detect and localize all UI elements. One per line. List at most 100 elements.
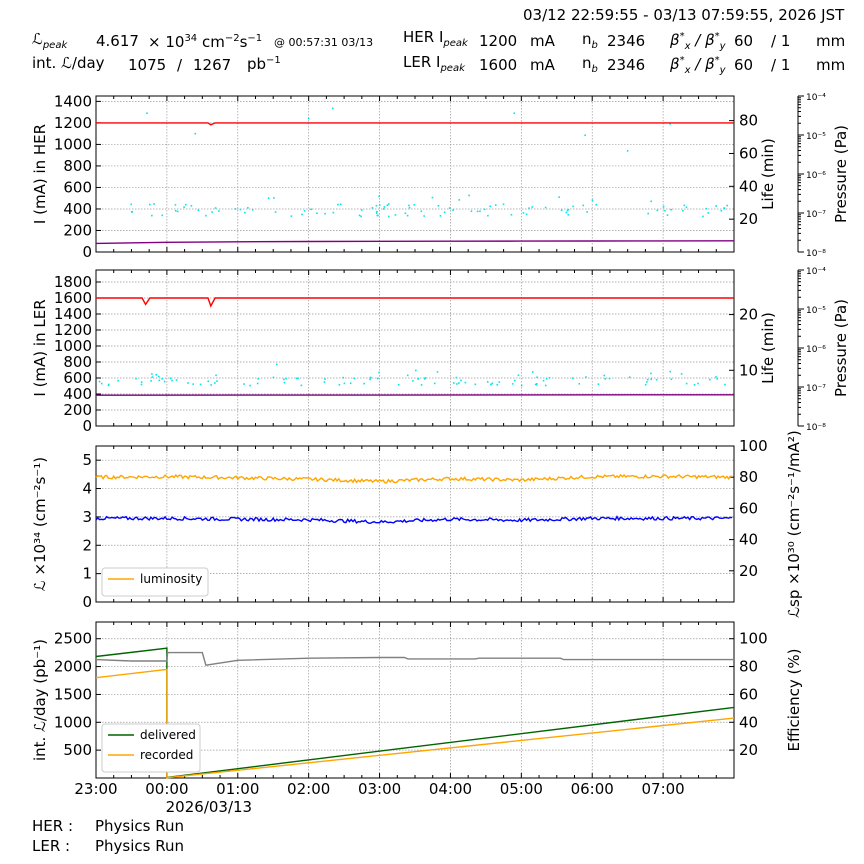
y2-tick-label: 40 [739, 531, 758, 549]
scatter-point [272, 376, 275, 379]
y2-tick-label: 100 [739, 630, 768, 648]
scatter-point [534, 383, 537, 386]
scatter-point [155, 374, 158, 376]
scatter-point [205, 214, 207, 217]
her-beta-label: β*x / β*y [670, 31, 726, 52]
scatter-point [388, 215, 390, 218]
scatter-point [423, 215, 425, 217]
scatter-point [646, 378, 649, 381]
scatter-point [194, 132, 197, 135]
scatter-point [283, 381, 286, 384]
y-tick-label: 0 [82, 243, 92, 261]
scatter-point [417, 377, 419, 380]
her-beta-y: / 1 [771, 32, 791, 50]
scatter-point [358, 214, 361, 217]
scatter-point [458, 199, 461, 201]
scatter-point [274, 211, 277, 213]
scatter-point [436, 371, 439, 373]
scatter-point [376, 210, 378, 213]
series-line-efficiency [95, 651, 734, 666]
scatter-point [662, 205, 665, 208]
scatter-point [363, 382, 365, 385]
scatter-point [452, 382, 455, 384]
lpeak-unit: × 1034 cm−2s−1 [148, 33, 263, 51]
scatter-point [723, 207, 726, 209]
scatter-point [199, 383, 202, 386]
scatter-point [387, 203, 390, 205]
y3-tick-label: 10⁻⁴ [806, 93, 826, 103]
scatter-point [460, 379, 462, 382]
legend-entry: recorded [140, 748, 193, 762]
scatter-point [214, 207, 217, 209]
y-tick-label: 1000 [54, 135, 92, 153]
scatter-point [572, 377, 574, 380]
scatter-point [715, 376, 717, 378]
panel-lumi: 0 1 2 3 4 5 20 40 60 80 100 ℒ ×10³⁴ (cm⁻²s⁻¹) ℒsp ×1… [31, 430, 803, 618]
scatter-point [496, 383, 499, 386]
scatter-point [669, 123, 671, 125]
scatter-point [295, 377, 298, 380]
scatter-point [705, 207, 708, 210]
series-line-luminosity [95, 473, 733, 484]
scatter-point [650, 200, 652, 203]
her-beta-x: 60 [734, 32, 754, 50]
panel-intl: 500 1000 1500 2000 2500 20 40 60 80 100 int. ℒ/day… [31, 621, 803, 816]
scatter-point [536, 376, 538, 379]
scatter-point [307, 117, 310, 120]
scatter-point [408, 204, 410, 207]
scatter-point [378, 204, 381, 206]
y3-tick-label: 10⁻⁸ [806, 249, 826, 259]
plot-frame [95, 269, 735, 427]
lpeak-label: ℒpeak [32, 30, 68, 51]
scatter-point [685, 382, 688, 385]
y-tick-label: 1500 [54, 685, 92, 703]
scatter-point [535, 383, 538, 385]
scatter-point [650, 372, 652, 375]
scatter-point [565, 211, 568, 214]
ler-beta-x: 60 [734, 56, 754, 74]
scatter-point [290, 215, 293, 217]
scatter-point [420, 384, 423, 386]
scatter-point [468, 194, 470, 197]
lpeak-value: 4.617 [96, 32, 139, 50]
scatter-point [406, 374, 409, 377]
scatter-point [470, 210, 473, 212]
scatter-point [406, 214, 409, 217]
scatter-point [715, 205, 717, 207]
scatter-point [283, 378, 285, 381]
scatter-point [174, 209, 177, 212]
scatter-point [117, 379, 119, 382]
scatter-point [664, 209, 666, 212]
scatter-point [724, 383, 726, 386]
scatter-point [431, 196, 434, 199]
ler-beta-unit: mm [816, 56, 846, 74]
scatter-point [146, 112, 148, 115]
y-tick-label: 1800 [54, 273, 92, 291]
scatter-point [586, 211, 588, 213]
scatter-point [135, 377, 137, 380]
y-tick-label: 600 [63, 178, 92, 196]
scatter-point [211, 211, 213, 213]
scatter-point [513, 112, 516, 115]
scatter-point [479, 210, 481, 213]
scatter-point [520, 384, 523, 387]
y-tick-label: 1400 [54, 305, 92, 323]
x-tick-label: 01:00 [216, 780, 259, 798]
scatter-point [397, 383, 400, 386]
legend-entry: delivered [140, 728, 196, 742]
y-tick-label: 1000 [54, 713, 92, 731]
y3-axis-label: Pressure (Pa) [832, 125, 850, 223]
y3-tick-label: 10⁻⁵ [806, 306, 826, 316]
legend-box [101, 567, 209, 597]
y3-tick-label: 10⁻⁸ [806, 423, 826, 433]
scatter-point [234, 208, 237, 210]
scatter-point [215, 374, 217, 377]
scatter-point [511, 383, 514, 385]
scatter-point [273, 197, 275, 199]
scatter-point [300, 384, 303, 387]
scatter-point [464, 381, 467, 384]
y2-tick-label: 80 [739, 112, 758, 130]
y-tick-label: 1600 [54, 289, 92, 307]
scatter-point [100, 382, 103, 385]
scatter-point [726, 204, 728, 207]
